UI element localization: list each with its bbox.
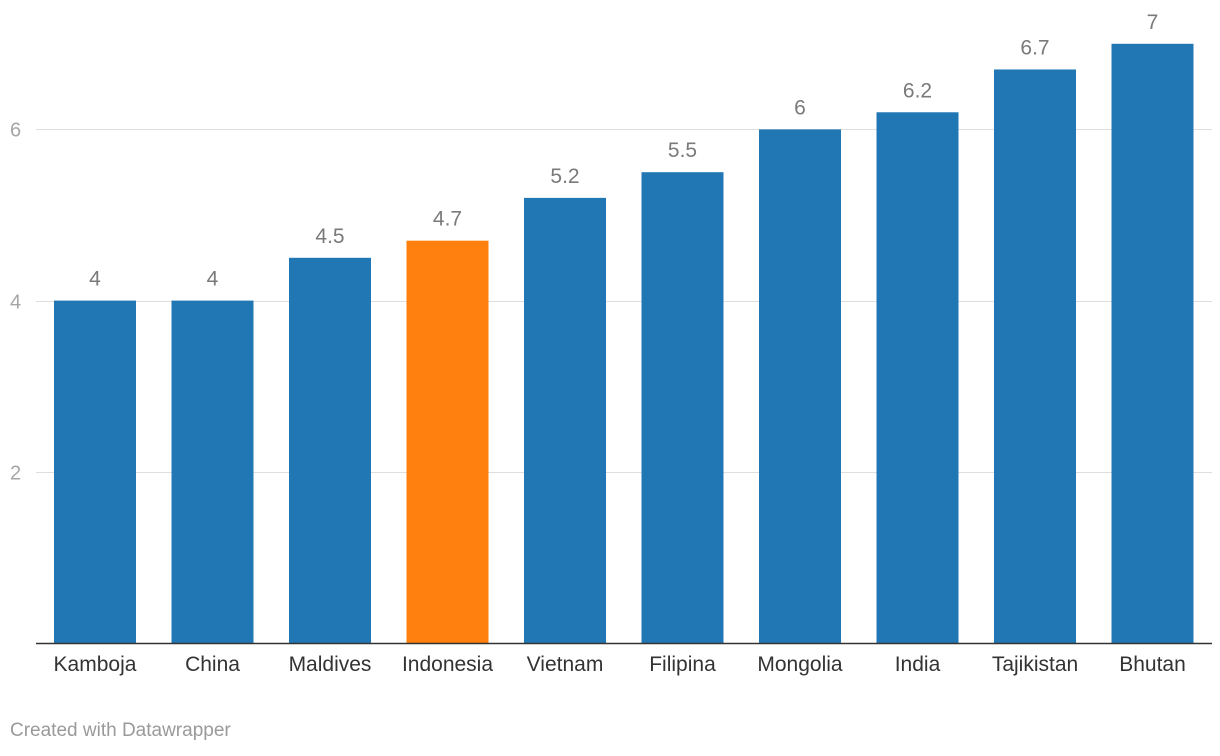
y-axis: 2 4 6: [10, 120, 21, 485]
y-tick-label: 2: [10, 463, 21, 485]
x-tick-label: China: [185, 653, 240, 676]
x-tick-label: Tajikistan: [992, 653, 1078, 676]
bar-value-label: 4: [89, 268, 101, 291]
value-labels: 4 4 4.5 4.7 5.2 5.5 6 6.2 6.7 7: [89, 11, 1158, 291]
bar-value-label: 4.5: [315, 225, 344, 248]
x-tick-label: Kamboja: [54, 653, 137, 676]
y-tick-label: 6: [10, 120, 21, 142]
bar-value-label: 6: [794, 96, 806, 119]
x-tick-label: India: [895, 653, 941, 676]
bar: [171, 300, 254, 643]
bar-value-label: 5.2: [550, 165, 579, 188]
x-tick-label: Mongolia: [757, 653, 843, 676]
bars: [54, 43, 1194, 644]
bar: [406, 240, 489, 643]
bar: [289, 257, 371, 643]
bar: [994, 69, 1076, 644]
x-tick-label: Bhutan: [1119, 653, 1186, 676]
footer-credit: Created with Datawrapper: [10, 720, 231, 741]
bar-value-label: 7: [1147, 11, 1159, 34]
bar-value-label: 6.7: [1020, 36, 1049, 59]
bar: [524, 197, 606, 643]
x-tick-label: Filipina: [649, 653, 716, 676]
bar-value-label: 5.5: [668, 139, 697, 162]
bar: [1111, 43, 1194, 644]
bar-value-label: 6.2: [903, 79, 932, 102]
x-tick-label: Maldives: [289, 653, 372, 676]
bar: [876, 112, 959, 643]
x-axis: Kamboja China Maldives Indonesia Vietnam Fili…: [54, 653, 1186, 676]
y-tick-label: 4: [10, 292, 21, 314]
bar-value-label: 4.7: [433, 208, 462, 231]
x-tick-label: Indonesia: [402, 653, 493, 676]
bar: [54, 300, 136, 643]
bar-chart: 2 4 6 4 4 4.5 4.7 5.2 5.5 6 6.2 6.7 7 Kamboja China M…: [10, 11, 1212, 676]
bar-value-label: 4: [207, 268, 219, 291]
bar: [641, 172, 724, 643]
x-tick-label: Vietnam: [527, 653, 604, 676]
bar: [759, 129, 841, 643]
